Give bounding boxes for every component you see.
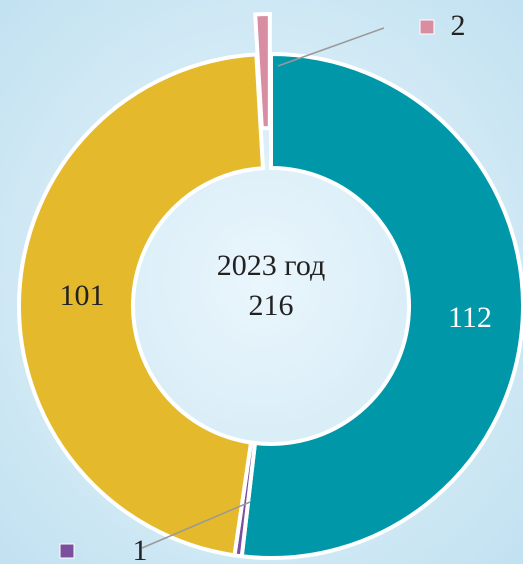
leader-line (277, 27, 385, 67)
slices (17, 12, 523, 560)
data-label: 112 (448, 301, 492, 334)
center-total: 216 (249, 289, 294, 322)
leader-line (141, 501, 251, 549)
slice (253, 12, 272, 131)
slice (17, 52, 266, 558)
data-label: 101 (60, 279, 105, 312)
label-swatch (59, 543, 75, 559)
slice (239, 51, 523, 560)
label-swatch (419, 19, 435, 35)
data-label: 2 (451, 9, 466, 42)
center-title: 2023 год (217, 249, 325, 282)
data-label: 1 (133, 534, 148, 564)
